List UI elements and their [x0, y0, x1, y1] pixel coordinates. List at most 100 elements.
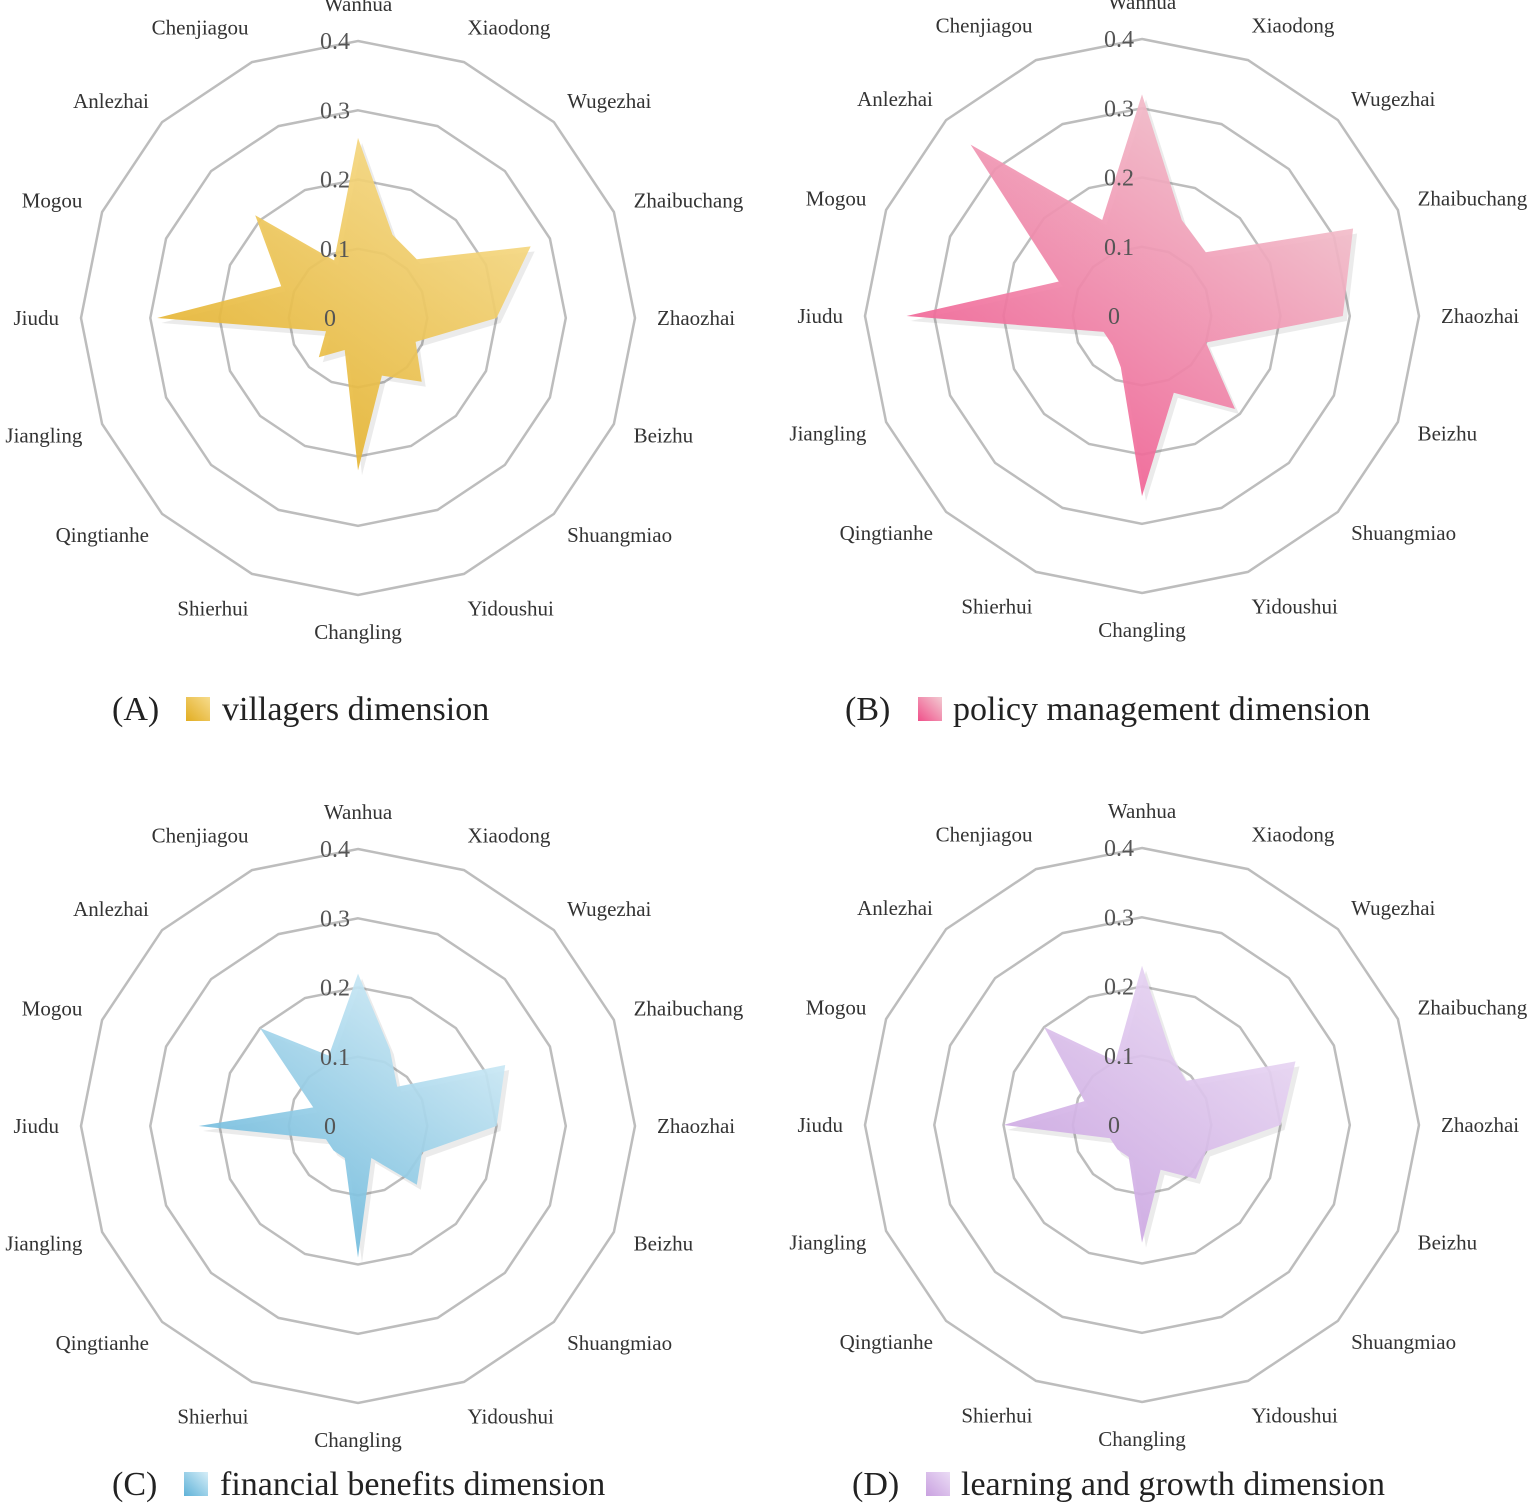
tick-label-0-3: 0.3 [320, 906, 350, 932]
data-point-shuangmiao [1194, 1177, 1198, 1181]
tick-label-0: 0 [324, 1114, 336, 1140]
axis-label-wugezhai: Wugezhai [1351, 896, 1435, 920]
legend-label: villagers dimension [222, 691, 489, 728]
data-point-mogou [1082, 1099, 1086, 1103]
axis-label-zhaozhai: Zhaozhai [657, 1114, 735, 1138]
data-point-shierhui [1127, 1155, 1131, 1159]
axis-label-jiangling: Jiangling [5, 1232, 82, 1256]
axis-label-beizhu: Beizhu [1418, 422, 1478, 446]
data-point-qingtianhe [1116, 1148, 1120, 1152]
tick-label-0-4: 0.4 [1104, 836, 1134, 862]
data-point-wugezhai [395, 1085, 399, 1089]
data-point-shierhui [343, 1156, 347, 1160]
axis-label-jiudu: Jiudu [797, 304, 843, 328]
panel-d: 0 0.1 0.2 0.3 0.4 Wanhua Xiaodong Wugezhai Zhaib… [789, 799, 1527, 1503]
data-point-jiangling [1102, 330, 1106, 334]
axis-label-jiudu: Jiudu [13, 1114, 59, 1138]
data-point-zhaozhai [1279, 1123, 1283, 1127]
data-point-beizhu [420, 1151, 424, 1155]
axis-label-mogou: Mogou [22, 997, 83, 1021]
grid-ring-0-3 [149, 109, 568, 528]
legend-swatch [184, 1472, 208, 1496]
tick-label-0: 0 [324, 306, 336, 332]
axis-label-qingtianhe: Qingtianhe [56, 523, 149, 547]
axis-label-shierhui: Shierhui [961, 595, 1032, 619]
data-point-zhaibuchang [529, 244, 533, 248]
axis-label-anlezhai: Anlezhai [857, 896, 933, 920]
axis-label-zhaibuchang: Zhaibuchang [1418, 996, 1528, 1020]
axis-label-jiudu: Jiudu [13, 306, 59, 330]
panel-c: 0 0.1 0.2 0.3 0.4 Wanhua Xiaodong Wugezhai Zhaib… [5, 800, 743, 1503]
axis-label-wugezhai: Wugezhai [567, 89, 651, 113]
axis-label-changling: Changling [314, 620, 402, 644]
data-area [198, 973, 506, 1258]
axis-label-changling: Changling [1098, 1427, 1186, 1451]
panel-letter: (A) [112, 691, 159, 728]
data-point-zhaibuchang [503, 1063, 507, 1067]
data-point-anlezhai [1042, 1025, 1046, 1029]
data-point-qingtianhe [1111, 343, 1115, 347]
data-point-shuangmiao [1233, 407, 1237, 411]
axis-label-qingtianhe: Qingtianhe [840, 521, 933, 545]
grid-ring-0-4 [79, 847, 637, 1405]
tick-label-0-4: 0.4 [1104, 27, 1134, 53]
tick-label-0-1: 0.1 [1104, 1044, 1134, 1070]
axis-label-xiaodong: Xiaodong [1252, 822, 1335, 846]
axis-label-shuangmiao: Shuangmiao [567, 1331, 672, 1355]
axis-label-zhaozhai: Zhaozhai [1441, 1113, 1519, 1137]
tick-label-0-2: 0.2 [1104, 166, 1134, 192]
axis-label-changling: Changling [314, 1428, 402, 1452]
data-point-jiudu [1002, 1123, 1006, 1127]
panel-letter: (B) [845, 691, 890, 728]
axis-label-jiangling: Jiangling [789, 422, 866, 446]
axis-label-yidoushui: Yidoushui [468, 1405, 555, 1429]
axis-label-chenjiagou: Chenjiagou [936, 13, 1033, 37]
axis-label-beizhu: Beizhu [634, 1232, 694, 1256]
axis-label-mogou: Mogou [22, 189, 83, 213]
data-point-xiaodong [1180, 218, 1184, 222]
data-point-wugezhai [1184, 1079, 1188, 1083]
axis-label-zhaozhai: Zhaozhai [1441, 304, 1519, 328]
axis-label-beizhu: Beizhu [634, 424, 694, 448]
axis-label-zhaibuchang: Zhaibuchang [634, 997, 744, 1021]
data-point-xiaodong [1169, 1053, 1173, 1057]
data-point-wugezhai [1204, 250, 1208, 254]
axis-label-anlezhai: Anlezhai [73, 89, 149, 113]
data-point-yidoushui [380, 374, 384, 378]
tick-label-0: 0 [1108, 1113, 1120, 1139]
axis-label-wugezhai: Wugezhai [1351, 87, 1435, 111]
panel-letter: (C) [112, 1466, 157, 1503]
axis-label-shuangmiao: Shuangmiao [567, 523, 672, 547]
legend-swatch [918, 697, 942, 721]
tick-label-0-3: 0.3 [320, 98, 350, 124]
axis-label-anlezhai: Anlezhai [857, 87, 933, 111]
axis-label-yidoushui: Yidoushui [1252, 595, 1339, 619]
axis-label-jiudu: Jiudu [797, 1113, 843, 1137]
grid-ring-0-2 [1002, 985, 1282, 1265]
data-point-wanhua [356, 136, 360, 140]
tick-label-0-2: 0.2 [1104, 975, 1134, 1001]
axis-label-shierhui: Shierhui [961, 1404, 1032, 1428]
axis-label-anlezhai: Anlezhai [73, 897, 149, 921]
data-point-wanhua [356, 972, 360, 976]
data-point-wugezhai [415, 257, 419, 261]
data-point-shierhui [343, 348, 347, 352]
axis-label-jiangling: Jiangling [789, 1231, 866, 1255]
grid-ring-0-4 [79, 39, 637, 597]
axis-label-xiaodong: Xiaodong [1252, 13, 1335, 37]
axis-label-shierhui: Shierhui [177, 1405, 248, 1429]
axis-label-shierhui: Shierhui [177, 597, 248, 621]
data-point-beizhu [1204, 341, 1208, 345]
grid-ring-0-2 [218, 986, 498, 1266]
data-point-chenjiagou [1100, 218, 1104, 222]
axis-label-xiaodong: Xiaodong [468, 15, 551, 39]
axis-label-yidoushui: Yidoushui [468, 597, 555, 621]
axis-label-wanhua: Wanhua [324, 0, 393, 16]
data-point-jiudu [905, 314, 909, 318]
legend-label: learning and growth dimension [961, 1466, 1385, 1503]
data-point-anlezhai [253, 213, 257, 217]
axis-label-jiangling: Jiangling [5, 424, 82, 448]
data-point-changling [1140, 1241, 1144, 1245]
data-point-beizhu [414, 340, 418, 344]
